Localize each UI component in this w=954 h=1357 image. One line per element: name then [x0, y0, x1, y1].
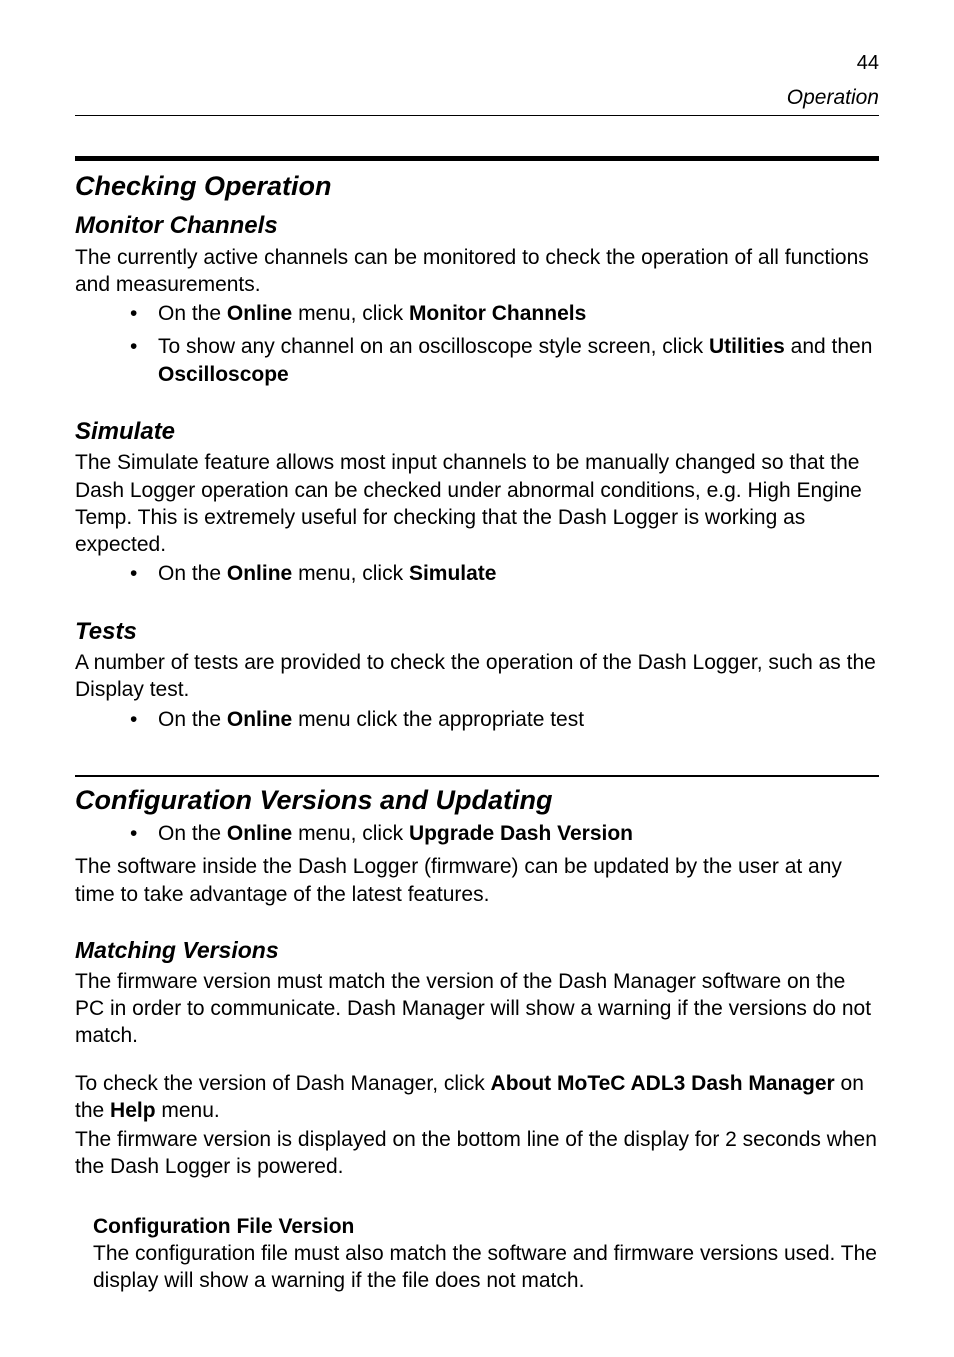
tests-bullets: On the Online menu click the appropriate…	[75, 706, 879, 733]
list-item: On the Online menu, click Upgrade Dash V…	[130, 820, 879, 847]
bullet-bold: Online	[227, 302, 292, 325]
bullet-bold: Online	[227, 822, 292, 845]
bullet-text: menu, click	[292, 822, 409, 845]
check-version-para: To check the version of Dash Manager, cl…	[75, 1070, 879, 1125]
subsection-monitor-channels: Monitor Channels	[75, 210, 879, 241]
simulate-bullets: On the Online menu, click Simulate	[75, 560, 879, 587]
upgrade-bullets: On the Online menu, click Upgrade Dash V…	[75, 820, 879, 847]
simulate-intro: The Simulate feature allows most input c…	[75, 449, 879, 558]
bullet-text: On the	[158, 822, 227, 845]
bullet-bold: Oscilloscope	[158, 363, 289, 386]
subsection-tests: Tests	[75, 616, 879, 647]
section-rule-thick	[75, 156, 879, 161]
list-item: On the Online menu, click Monitor Channe…	[130, 300, 879, 327]
tests-intro: A number of tests are provided to check …	[75, 649, 879, 704]
matching-para1: The firmware version must match the vers…	[75, 968, 879, 1050]
section-rule-medium	[75, 775, 879, 777]
text-bold: Help	[110, 1099, 156, 1122]
bullet-text: To show any channel on an oscilloscope s…	[158, 335, 709, 358]
bullet-bold: Monitor Channels	[409, 302, 586, 325]
bullet-text: On the	[158, 562, 227, 585]
list-item: On the Online menu click the appropriate…	[130, 706, 879, 733]
bullet-text: On the	[158, 708, 227, 731]
bullet-bold: Online	[227, 708, 292, 731]
bullet-bold: Online	[227, 562, 292, 585]
section-title-checking: Checking Operation	[75, 169, 879, 204]
upgrade-para: The software inside the Dash Logger (fir…	[75, 853, 879, 908]
bullet-bold: Utilities	[709, 335, 785, 358]
list-item: To show any channel on an oscilloscope s…	[130, 333, 879, 388]
text: To check the version of Dash Manager, cl…	[75, 1072, 491, 1095]
text-bold: About MoTeC ADL3 Dash Manager	[491, 1072, 835, 1095]
text: menu.	[156, 1099, 220, 1122]
bullet-text: On the	[158, 302, 227, 325]
section-title-config: Configuration Versions and Updating	[75, 783, 879, 818]
bullet-text: menu, click	[292, 562, 409, 585]
monitor-bullets: On the Online menu, click Monitor Channe…	[75, 300, 879, 388]
subsection-simulate: Simulate	[75, 416, 879, 447]
subsub-matching: Matching Versions	[75, 936, 879, 966]
page-number: 44	[75, 50, 879, 76]
bullet-text: menu click the appropriate test	[292, 708, 584, 731]
list-item: On the Online menu, click Simulate	[130, 560, 879, 587]
page-header: Operation	[75, 84, 879, 111]
bullet-text: menu, click	[292, 302, 409, 325]
note-block: Configuration File Version The configura…	[75, 1213, 879, 1295]
header-rule	[75, 115, 879, 116]
note-title: Configuration File Version	[93, 1213, 879, 1240]
matching-para2: The firmware version is displayed on the…	[75, 1126, 879, 1181]
note-body: The configuration file must also match t…	[93, 1240, 879, 1295]
bullet-bold: Upgrade Dash Version	[409, 822, 633, 845]
monitor-intro: The currently active channels can be mon…	[75, 244, 879, 299]
bullet-bold: Simulate	[409, 562, 497, 585]
bullet-text: and then	[785, 335, 873, 358]
